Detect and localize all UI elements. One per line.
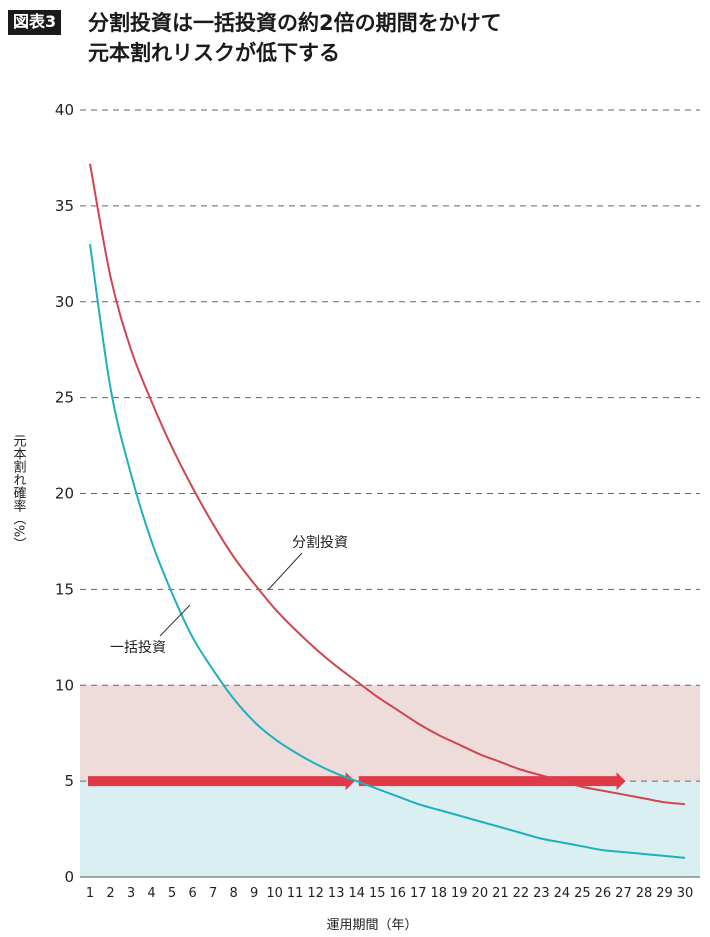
x-tick-25: 25 (574, 886, 591, 901)
series-lines (89, 163, 686, 859)
x-tick-8: 8 (229, 886, 237, 901)
x-tick-3: 3 (127, 886, 135, 901)
x-tick-16: 16 (389, 886, 406, 901)
x-tick-18: 18 (431, 886, 448, 901)
x-tick-23: 23 (533, 886, 550, 901)
title-line-2: 元本割れリスクが低下する (88, 41, 340, 65)
x-tick-21: 21 (492, 886, 509, 901)
y-tick-10: 10 (55, 676, 74, 694)
series-leader-1 (159, 604, 191, 637)
x-tick-14: 14 (348, 886, 365, 901)
y-tick-20: 20 (55, 485, 74, 503)
series-label-0: 分割投資 (292, 534, 348, 551)
x-tick-26: 26 (595, 886, 612, 901)
x-tick-labels: 1 2 3 4 5 6 7 8 9 10 11 12 13 14 15 16 17 18 19 20 21 22 23 24 2… (86, 886, 693, 901)
x-tick-30: 30 (677, 886, 694, 901)
figure-badge: 図表3 (8, 10, 62, 35)
x-tick-12: 12 (307, 886, 324, 901)
x-tick-7: 7 (209, 886, 217, 901)
series-label-1: 一括投資 (110, 640, 166, 656)
y-tick-25: 25 (55, 389, 74, 407)
risk-band-1 (80, 781, 700, 877)
x-tick-19: 19 (451, 886, 468, 901)
chart-title: 分割投資は一括投資の約2倍の期間をかけて 元本割れリスクが低下する (88, 8, 502, 68)
risk-bands (80, 685, 700, 877)
risk-band-0 (80, 685, 700, 782)
x-tick-2: 2 (106, 886, 114, 901)
y-axis-label: 元本割れ確率（%） (11, 434, 27, 550)
x-tick-17: 17 (410, 886, 427, 901)
x-tick-20: 20 (472, 886, 489, 901)
series-leader-0 (267, 552, 303, 591)
y-tick-30: 30 (55, 293, 74, 311)
title-line-1: 分割投資は一括投資の約2倍の期間をかけて (88, 11, 502, 35)
period-arrow-0 (88, 772, 355, 791)
x-tick-27: 27 (615, 886, 632, 901)
chart-header: 図表3 分割投資は一括投資の約2倍の期間をかけて 元本割れリスクが低下する (8, 8, 702, 70)
x-tick-13: 13 (328, 886, 345, 901)
x-tick-24: 24 (554, 886, 571, 901)
x-tick-10: 10 (266, 886, 283, 901)
x-tick-11: 11 (287, 886, 304, 901)
x-tick-22: 22 (513, 886, 530, 901)
x-tick-6: 6 (188, 886, 196, 901)
y-tick-0: 0 (64, 868, 74, 886)
x-tick-15: 15 (369, 886, 386, 901)
x-tick-4: 4 (147, 886, 155, 901)
y-tick-15: 15 (55, 580, 74, 598)
period-arrows (88, 772, 626, 791)
x-tick-9: 9 (250, 886, 258, 901)
period-arrow-1 (358, 772, 626, 791)
x-tick-29: 29 (656, 886, 673, 901)
x-tick-1: 1 (86, 886, 94, 901)
y-tick-labels: 0 5 10 15 20 25 30 35 40 (55, 101, 74, 886)
series-line-0 (89, 163, 686, 806)
x-tick-28: 28 (636, 886, 653, 901)
y-tick-35: 35 (55, 197, 74, 215)
y-tick-5: 5 (64, 772, 74, 790)
x-tick-5: 5 (168, 886, 176, 901)
series-line-1 (89, 244, 686, 859)
y-tick-40: 40 (55, 101, 74, 119)
x-axis-label: 運用期間（年） (326, 918, 417, 933)
